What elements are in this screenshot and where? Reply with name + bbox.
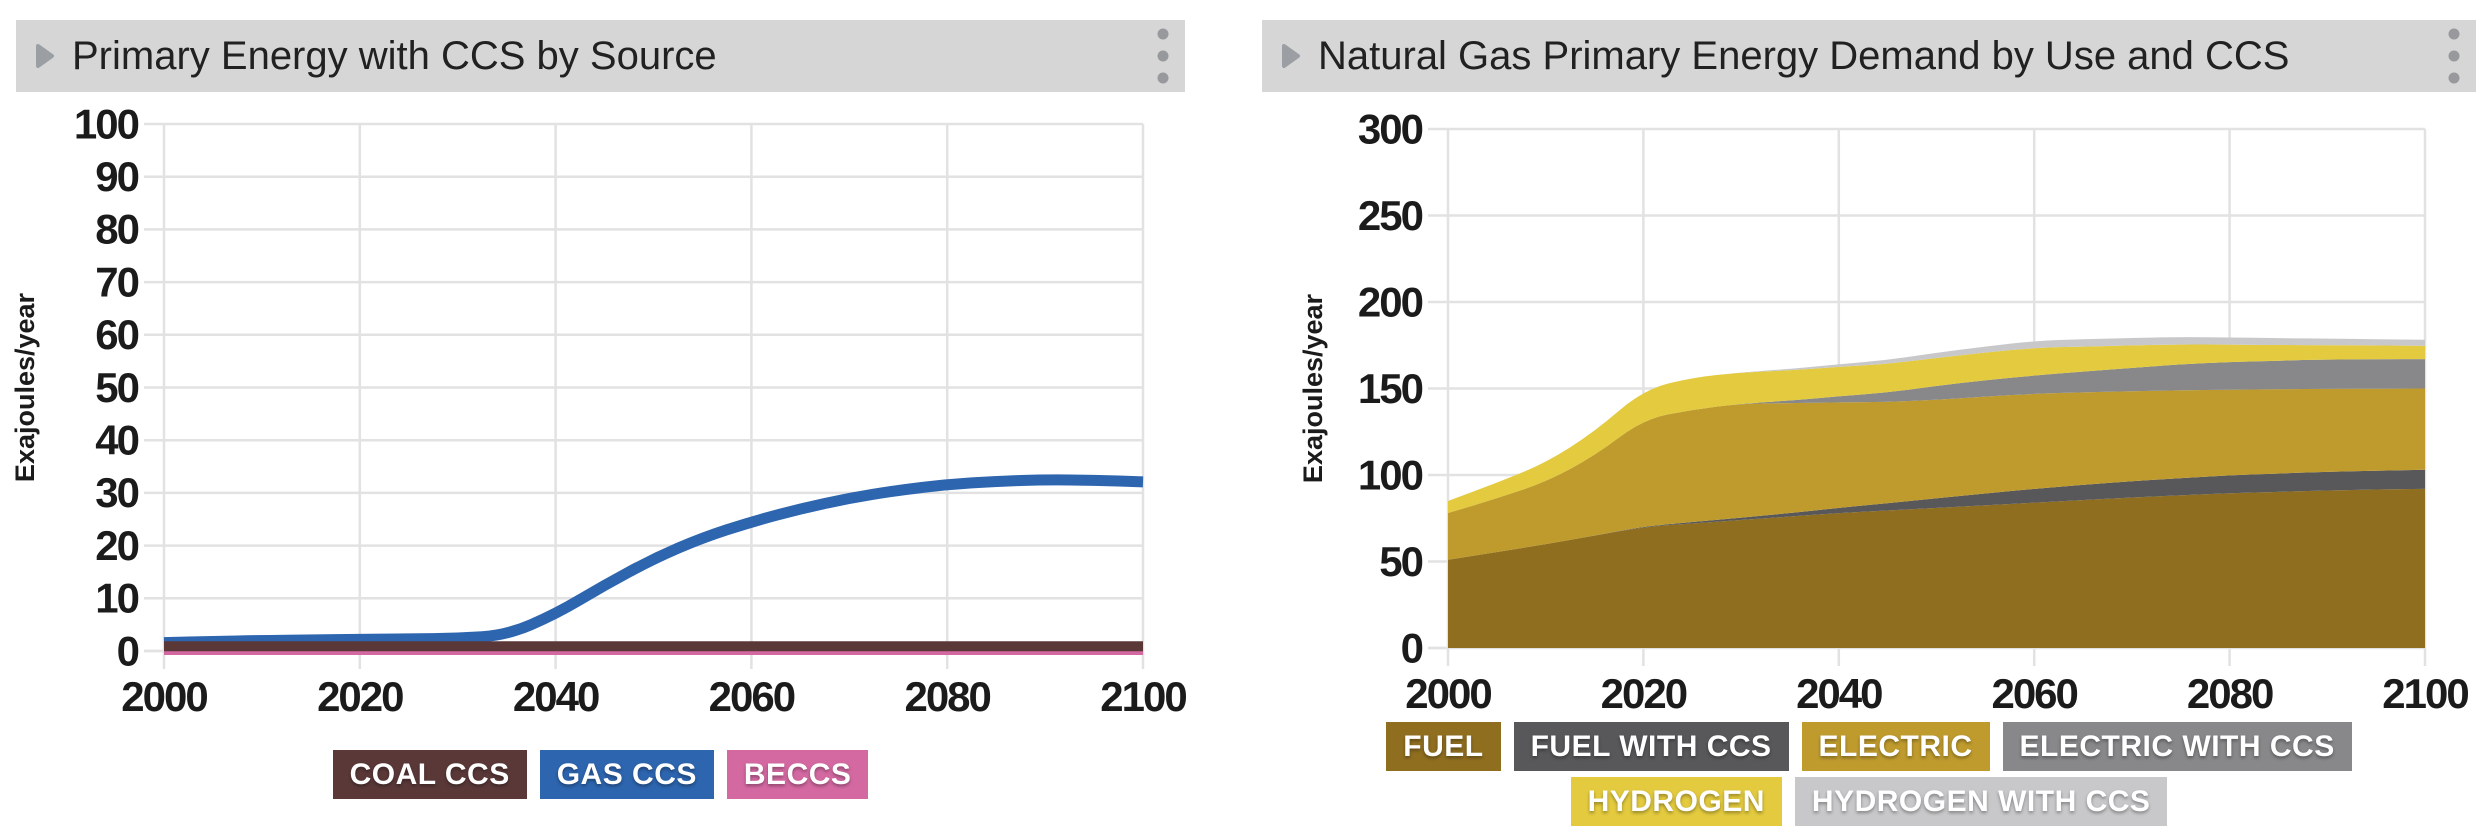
x-tick-label: 2080 [904,673,990,720]
x-tick-label: 2040 [513,673,599,720]
y-tick-label: 100 [74,100,139,147]
x-tick-label: 2040 [1796,670,1882,717]
y-tick-label: 200 [1358,278,1423,325]
y-tick-label: 0 [1401,624,1423,671]
panel-header-left: Primary Energy with CCS by Source [16,20,1185,92]
play-triangle-icon [36,44,54,68]
x-tick-label: 2000 [121,673,207,720]
kebab-menu-button[interactable] [1157,27,1169,85]
y-tick-label: 250 [1358,192,1423,239]
play-triangle-icon [1282,44,1300,68]
y-tick-label: 10 [95,575,138,622]
y-tick-label: 300 [1358,105,1423,152]
x-tick-label: 2020 [1601,670,1687,717]
area-electric [1448,388,2425,560]
legend-badge-hydrogen-with-ccs: HYDROGEN WITH CCS [1794,777,2168,826]
x-tick-label: 2020 [317,673,403,720]
collapse-toggle-icon[interactable] [1280,42,1302,70]
y-tick-label: 0 [117,627,139,674]
legend-row: FUEL FUEL WITH CCS ELECTRIC ELECTRIC WITH C… [1386,722,2352,771]
y-tick-label: 90 [95,153,138,200]
x-tick-label: 2080 [2187,670,2273,717]
legend-row: COAL CCS GAS CCS BECCS [332,750,869,799]
legend-badge-electric-with-ccs: ELECTRIC WITH CCS [2002,722,2352,771]
area-fuel-with-ccs [1448,469,2425,560]
area-fuel [1448,488,2425,648]
area-hydrogen [1448,344,2425,514]
legend-badge-electric: ELECTRIC [1801,722,1990,771]
panel-header-right: Natural Gas Primary Energy Demand by Use… [1262,20,2476,92]
y-axis-label: Exajoules/year [1298,293,1328,483]
x-tick-label: 2060 [1991,670,2077,717]
legend-badge-hydrogen: HYDROGEN [1570,777,1782,826]
series-line-gas-ccs [163,474,1144,649]
area-electric-with-ccs [1448,359,2425,514]
legend-row: HYDROGEN HYDROGEN WITH CCS [1570,777,2168,826]
legend-right: FUEL FUEL WITH CCS ELECTRIC ELECTRIC WITH C… [1262,722,2476,826]
y-tick-label: 30 [95,469,138,516]
page-title: Natural Gas Primary Energy Demand by Use… [1318,33,2290,78]
kebab-menu-button[interactable] [2448,27,2460,85]
y-tick-label: 150 [1358,365,1423,412]
y-tick-label: 50 [1379,538,1422,585]
x-tick-label: 2060 [709,673,795,720]
x-tick-label: 2000 [1405,670,1491,717]
y-tick-label: 40 [95,416,138,463]
x-tick-label: 2100 [2382,670,2468,717]
legend-badge-coal-ccs: COAL CCS [332,750,527,799]
kebab-icon [2448,28,2460,84]
y-tick-label: 80 [95,206,138,253]
legend-badge-fuel: FUEL [1386,722,1501,771]
y-tick-label: 70 [95,258,138,305]
collapse-toggle-icon[interactable] [34,42,56,70]
legend-badge-beccs: BECCS [726,750,869,799]
legend-badge-gas-ccs: GAS CCS [539,750,714,799]
y-axis-label: Exajoules/year [10,292,40,482]
kebab-icon [1157,28,1169,84]
x-tick-label: 2100 [1100,673,1186,720]
y-tick-label: 20 [95,522,138,569]
legend-left: COAL CCS GAS CCS BECCS [16,750,1185,799]
y-tick-label: 60 [95,311,138,358]
page-title: Primary Energy with CCS by Source [72,33,717,78]
y-tick-label: 50 [95,364,138,411]
y-tick-label: 100 [1358,451,1423,498]
legend-badge-fuel-with-ccs: FUEL WITH CCS [1513,722,1789,771]
